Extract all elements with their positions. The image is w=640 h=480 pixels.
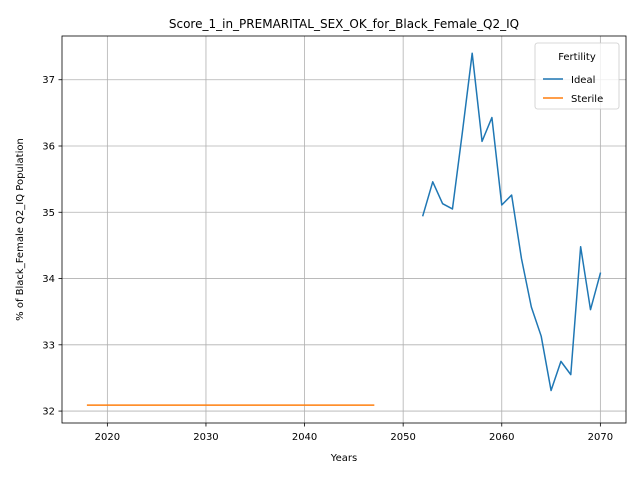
legend: Fertility Ideal Sterile bbox=[534, 42, 620, 110]
x-tick-label: 2020 bbox=[95, 432, 120, 443]
chart-title: Score_1_in_PREMARITAL_SEX_OK_for_Black_F… bbox=[169, 17, 519, 31]
x-tick-label: 2070 bbox=[588, 432, 613, 443]
x-axis-label: Years bbox=[330, 453, 357, 464]
x-tick-label: 2030 bbox=[193, 432, 218, 443]
x-tick-label: 2040 bbox=[292, 432, 317, 443]
axis-ticks: 2020 2030 2040 2050 2060 2070 32 33 34 35 36 37 bbox=[42, 75, 613, 443]
y-tick-label: 37 bbox=[42, 75, 55, 86]
legend-box bbox=[534, 42, 620, 110]
legend-label: Ideal bbox=[571, 75, 595, 86]
y-tick-label: 32 bbox=[42, 407, 55, 418]
x-tick-label: 2060 bbox=[489, 432, 514, 443]
y-tick-label: 36 bbox=[42, 142, 55, 153]
y-tick-label: 35 bbox=[42, 208, 55, 219]
legend-label: Sterile bbox=[571, 94, 603, 105]
y-tick-label: 33 bbox=[42, 340, 55, 351]
y-tick-label: 34 bbox=[42, 274, 55, 285]
plot-frame bbox=[61, 35, 627, 424]
series-line-ideal bbox=[421, 52, 602, 392]
series-lines bbox=[86, 52, 602, 406]
x-tick-label: 2050 bbox=[390, 432, 415, 443]
legend-title: Fertility bbox=[558, 52, 596, 63]
gridlines bbox=[62, 36, 626, 423]
y-axis-label: % of Black_Female Q2_IQ Population bbox=[15, 138, 26, 321]
